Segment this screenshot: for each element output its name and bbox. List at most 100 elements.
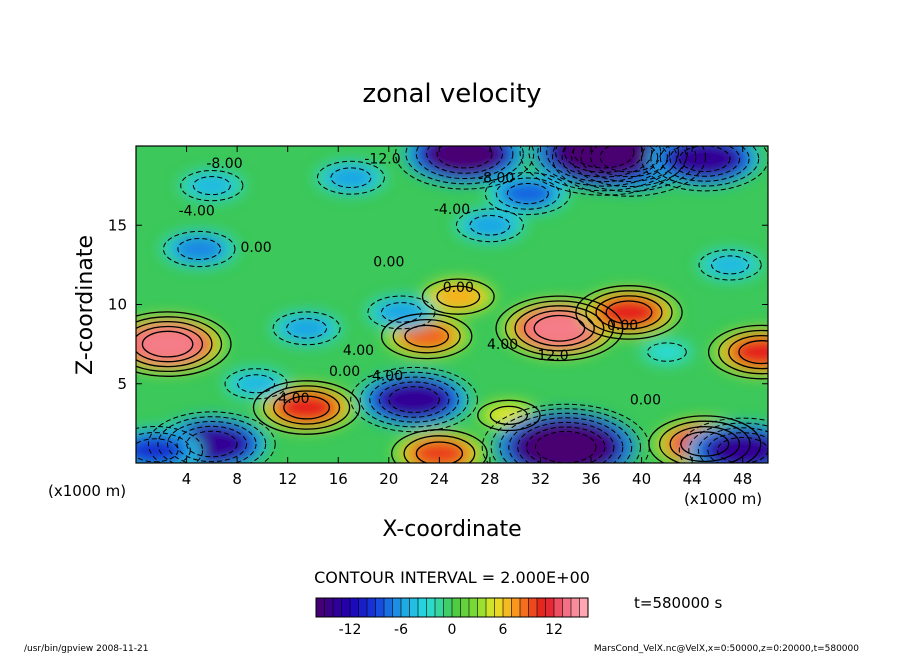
contour-line	[552, 146, 706, 197]
contour-label: -4.00	[179, 204, 215, 220]
contour-line	[688, 422, 768, 463]
contour-line	[380, 313, 473, 360]
contour-line	[580, 146, 678, 183]
contour-line	[555, 146, 653, 178]
y-axis-label: Z-coordinate	[73, 235, 98, 375]
field-blob	[598, 297, 660, 328]
contour-line	[571, 146, 687, 187]
contour-line	[718, 329, 768, 375]
contour-line	[136, 426, 204, 463]
colorbar-cell	[452, 598, 462, 617]
contour-line	[136, 325, 204, 363]
x-unit-right: (x1000 m)	[684, 490, 762, 508]
contour-label: 4.00	[278, 391, 309, 407]
contour-line	[528, 146, 679, 192]
contour-line	[669, 425, 741, 463]
contour-line	[367, 295, 436, 330]
x-tick-label: 4	[182, 470, 192, 488]
contour-line	[728, 334, 768, 370]
colorbar-cell	[409, 598, 419, 617]
contour-line	[546, 146, 662, 183]
contour-line	[669, 146, 741, 177]
contour-line	[283, 395, 331, 420]
contour-label: 0.00	[607, 318, 638, 334]
contour-line	[508, 417, 624, 463]
contour-line	[590, 146, 668, 178]
contour-line	[436, 285, 481, 308]
colorbar-cell	[562, 598, 572, 617]
colorbar	[316, 598, 589, 617]
field-blob	[731, 336, 768, 368]
contour-line	[484, 172, 571, 216]
contour-line	[506, 183, 549, 205]
contour-line	[572, 146, 635, 169]
x-tick-label: 32	[531, 470, 550, 488]
colorbar-cell	[528, 598, 538, 617]
contour-line	[481, 403, 650, 463]
contour-line	[698, 249, 762, 281]
contour-line	[286, 318, 328, 339]
field-blob	[378, 301, 424, 324]
colorbar-cell	[494, 598, 504, 617]
contour-line	[405, 146, 524, 185]
contour-line	[381, 302, 422, 323]
field-blob	[276, 392, 337, 423]
contour-line	[316, 160, 385, 195]
contour-label: -4.00	[434, 202, 470, 218]
contour-label: 0.00	[329, 364, 360, 380]
contour-line	[162, 230, 236, 268]
field-blob	[136, 435, 184, 463]
contour-line	[499, 412, 633, 463]
x-tick-label: 44	[683, 470, 702, 488]
contour-line	[167, 421, 257, 463]
contour-label: 4.00	[487, 337, 518, 353]
colorbar-cell	[350, 598, 360, 617]
colorbar-cell	[316, 598, 326, 617]
colorbar-tick-label: 6	[499, 622, 508, 638]
contour-line	[455, 208, 524, 243]
contour-line	[180, 170, 244, 202]
colorbar-cell	[418, 598, 428, 617]
contour-line	[514, 305, 605, 352]
x-tick-label: 36	[581, 470, 600, 488]
contour-line	[392, 318, 461, 354]
contour-line	[415, 146, 514, 179]
contour-line	[136, 316, 223, 373]
contour-line	[224, 368, 288, 400]
contour-line	[523, 310, 595, 347]
colorbar-tick-label: -6	[394, 622, 408, 638]
contour-line	[640, 146, 768, 192]
contour-line	[147, 411, 276, 463]
contour-label: -4.00	[367, 369, 403, 385]
field-blob	[521, 424, 611, 463]
contour-line	[136, 311, 232, 377]
contour-line	[176, 425, 248, 463]
field-blob	[284, 317, 330, 340]
contour-line	[519, 146, 688, 196]
contour-line	[599, 146, 659, 173]
contour-line	[330, 167, 372, 188]
colorbar-cell	[469, 598, 479, 617]
contour-line	[490, 408, 641, 463]
contour-labels: -8.00 -12.0 -8.00 -4.00 -4.00 0.00 0.00 0.00 4.0…	[179, 151, 661, 408]
field-blob	[707, 432, 768, 463]
contour-line	[738, 340, 768, 365]
contour-line	[658, 420, 751, 463]
colorbar-cell	[384, 598, 394, 617]
chart-title: zonal velocity	[362, 79, 541, 109]
x-unit-left: (x1000 m)	[48, 482, 126, 500]
contour-line	[421, 278, 495, 315]
contour-lines	[136, 146, 768, 463]
contour-line	[647, 342, 687, 362]
colorbar-cell	[554, 598, 564, 617]
x-tick-label: 28	[480, 470, 499, 488]
x-axis-label: X-coordinate	[382, 517, 521, 542]
contour-line	[489, 405, 529, 426]
contour-line	[605, 300, 653, 325]
field-blob	[399, 322, 454, 350]
footer-right: MarsCond_VelX.nc@VelX,x=0:50000,z=0:2000…	[594, 644, 859, 654]
time-label: t=580000 s	[634, 594, 722, 612]
footer-left: /usr/bin/gpview 2008-11-21	[24, 644, 148, 654]
contour-line	[359, 371, 469, 428]
